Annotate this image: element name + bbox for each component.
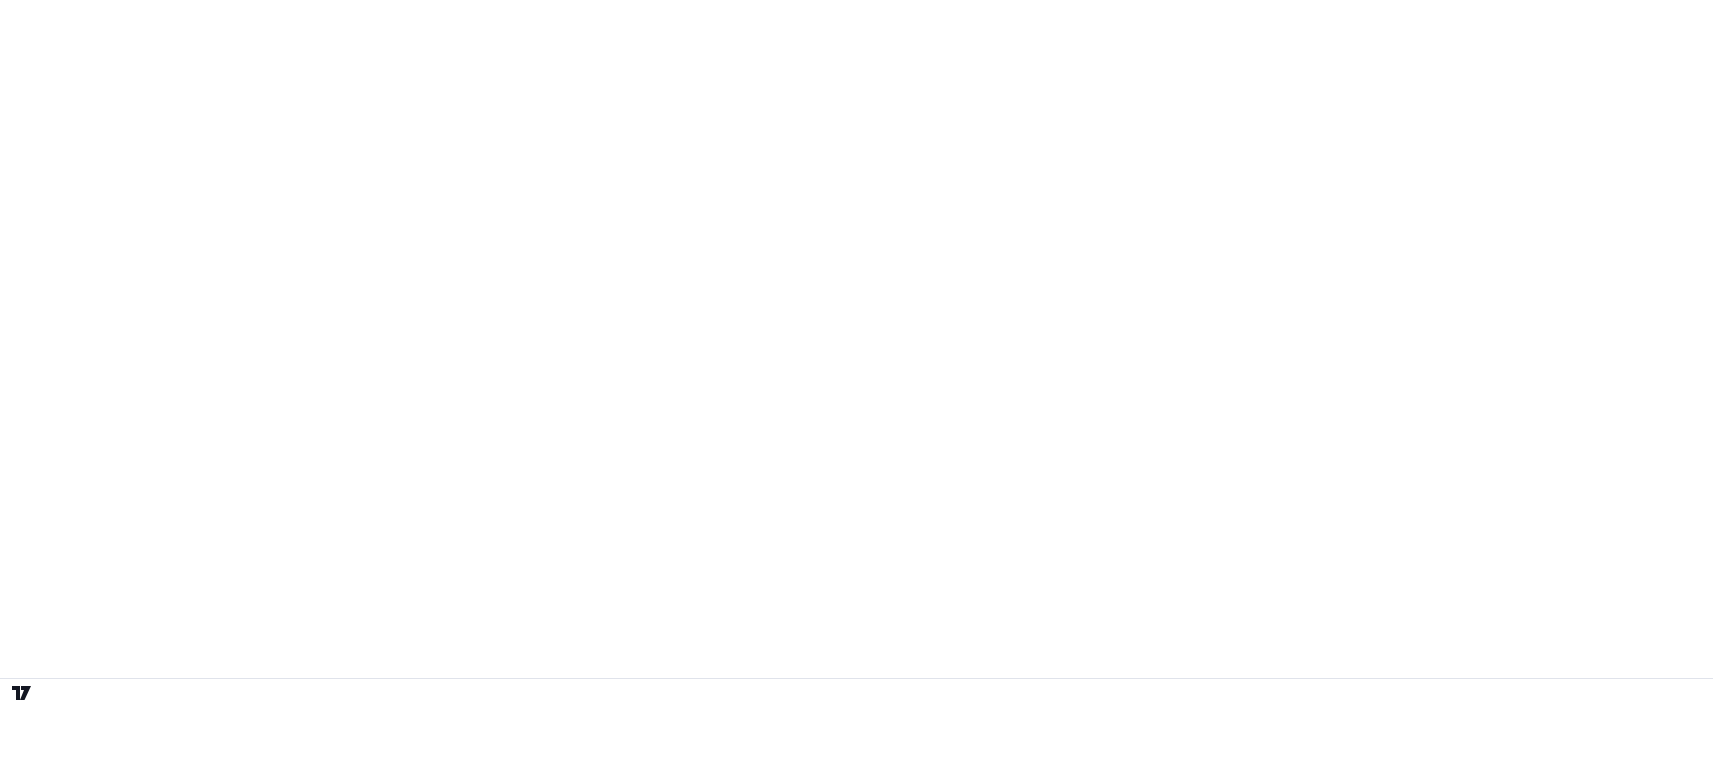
time-axis[interactable]	[0, 650, 1713, 679]
ohlc-close	[39, 6, 46, 20]
ohlc-low	[32, 6, 39, 20]
ohlc-high	[25, 6, 32, 20]
pane-separator[interactable]	[0, 542, 1713, 545]
tradingview-logo[interactable]	[12, 686, 37, 700]
ohlc-open	[18, 6, 25, 20]
symbol-legend-row[interactable]	[8, 4, 52, 22]
tradingview-logo-icon	[12, 686, 31, 700]
ma-legend-row[interactable]	[8, 22, 52, 40]
rsi-legend[interactable]	[8, 548, 23, 566]
footer	[0, 678, 1713, 777]
ichimoku-legend-row[interactable]	[8, 40, 52, 58]
main-legend	[8, 4, 52, 58]
price-chart-canvas[interactable]	[0, 0, 1713, 650]
